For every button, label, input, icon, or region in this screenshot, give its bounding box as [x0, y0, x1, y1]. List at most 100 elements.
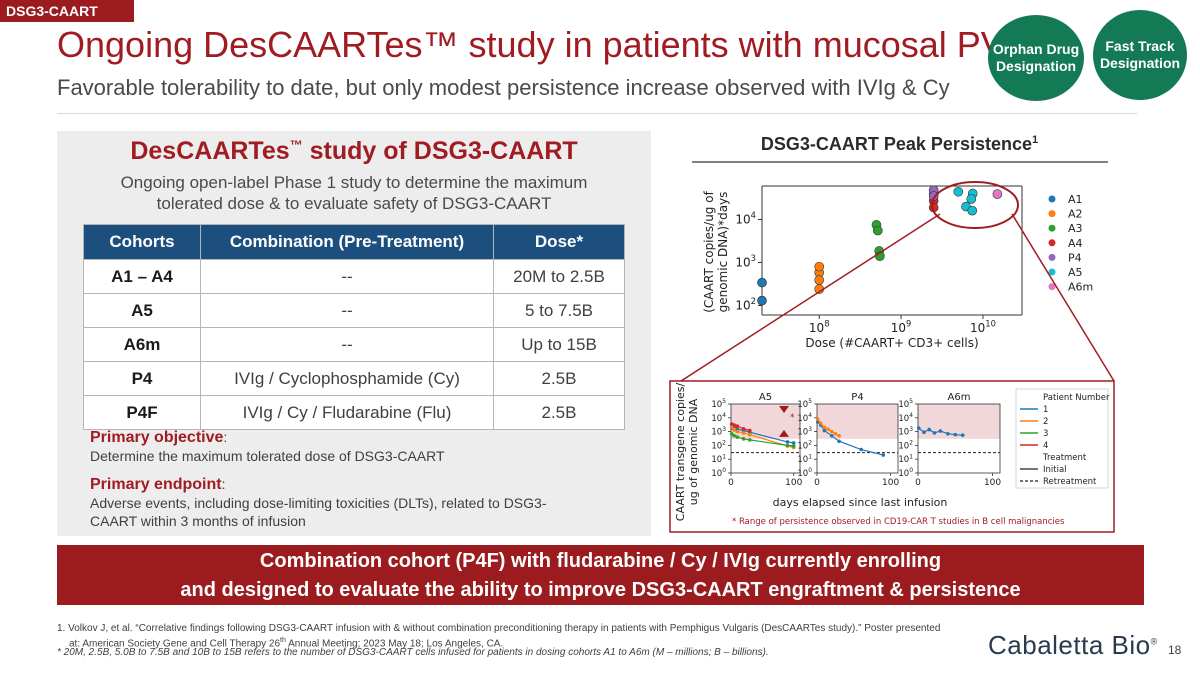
fast-track-badge-line1: Fast Track: [1105, 38, 1175, 54]
inset-series-point: [818, 421, 823, 426]
scatter-point-a1: [757, 295, 767, 306]
inset-panel-frame: [816, 403, 899, 474]
scatter-point-a2: [814, 275, 825, 285]
footnote-1-line1: 1. Volkov J, et al. “Correlative finding…: [57, 623, 941, 634]
panel-title-tm: ™: [289, 137, 303, 153]
range-arrow-bottom: [779, 429, 789, 437]
inset-series-point: [748, 438, 752, 442]
inset-series-point: [791, 444, 796, 448]
inset-y-tick-label: 103: [898, 426, 913, 438]
footnote-1-line2: at: American Society Gene and Cell Thera…: [69, 635, 503, 650]
banner-line2: and designed to evaluate the ability to …: [180, 579, 1021, 601]
inset-series-point: [785, 443, 790, 448]
inset-panel-title: A5: [759, 392, 772, 403]
inset-series-point: [922, 430, 926, 435]
chart-footnote: * Range of persistence observed in CD19-…: [732, 517, 1065, 527]
inset-series-point: [791, 441, 796, 445]
inset-series-point: [916, 426, 921, 430]
inset-series-point: [741, 431, 746, 435]
table-cell: --: [200, 293, 494, 328]
section-tag: DSG3-CAART: [0, 0, 134, 22]
table-row: P4 IVIg / Cyclophosphamide (Cy) 2.5B: [83, 361, 625, 396]
scatter-point-a5: [953, 186, 964, 197]
inset-series-point: [829, 429, 834, 434]
cd19-range-band: [817, 404, 898, 439]
table-header-cell: Cohorts: [83, 224, 201, 260]
inset-series-point: [829, 433, 834, 438]
chart-title-sup: 1: [1031, 134, 1039, 146]
inset-x-tick-label: 0: [915, 478, 921, 488]
inset-x-tick-label: 100: [984, 478, 1001, 488]
zoom-line-right: [1011, 213, 1115, 382]
scatter-y-tick-label: 104: [735, 210, 756, 226]
table-header-cell: Combination (Pre-Treatment): [200, 224, 494, 260]
inset-series-point: [735, 424, 740, 428]
inset-series-point: [785, 440, 790, 444]
inset-y-tick-label: 104: [711, 412, 726, 424]
scatter-point-a2: [814, 261, 825, 272]
inset-series-point: [732, 423, 736, 427]
enrollment-banner: Combination cohort (P4F) with fludarabin…: [57, 545, 1144, 605]
inset-y-tick-label: 105: [711, 398, 726, 410]
scatter-x-tick-label: 109: [891, 319, 912, 335]
inset-y-tick-label: 105: [797, 398, 812, 410]
inset-x-label: days elapsed since last infusion: [773, 496, 948, 509]
scatter-y-tick-label: 103: [735, 253, 756, 269]
legend-marker-a3: [1048, 224, 1056, 232]
primary-endpoint: Primary endpoint: Adverse events, includ…: [90, 475, 590, 530]
panel-title: DesCAARTes™ study of DSG3-CAART: [57, 137, 651, 166]
inset-y-tick-label: 100: [898, 467, 913, 479]
cohort-table: Cohorts Combination (Pre-Treatment) Dose…: [83, 224, 625, 430]
panel-description: Ongoing open-label Phase 1 study to dete…: [57, 172, 651, 214]
highlight-ellipse: [931, 181, 1019, 229]
inset-x-tick-label: 100: [785, 478, 802, 488]
inset-y-tick-label: 104: [797, 412, 812, 424]
primary-endpoint-label: Primary endpoint: [90, 476, 222, 493]
scatter-points: [757, 185, 1003, 306]
scatter-y-label-line1: (CAART copies/ug of: [702, 190, 716, 312]
table-cell: A6m: [83, 327, 201, 362]
footnote-1-line2-sup: th: [280, 637, 286, 644]
legend-marker-a6m: [1048, 283, 1056, 291]
footnote-1-line2-post: Annual Meeting; 2023 May 18; Los Angeles…: [285, 638, 504, 650]
inset-series-point: [741, 437, 746, 441]
inset-panel-frame: [917, 403, 1001, 474]
scatter-point-a6m: [992, 189, 1003, 199]
table-cell: 20M to 2.5B: [493, 259, 625, 294]
table-cell: --: [200, 259, 494, 294]
inset-y-tick-label: 102: [898, 440, 913, 452]
inset-series-point: [748, 432, 752, 437]
inset-panel-title: A6m: [948, 392, 971, 403]
inset-series-point: [729, 431, 734, 436]
legend-label-a4: A4: [1068, 237, 1083, 250]
scatter-point-a3: [873, 225, 883, 236]
inset-series-point: [822, 428, 827, 433]
table-row: A6m -- Up to 15B: [83, 327, 625, 362]
inset-y-tick-label: 102: [711, 440, 726, 452]
inset-series-point: [833, 431, 838, 436]
inset-y-tick-label: 105: [898, 398, 913, 410]
inset-y-label-line2: ug of genomic DNA: [687, 398, 700, 505]
table-cell: A1 – A4: [83, 259, 201, 294]
scatter-x-label: Dose (#CAART+ CD3+ cells): [805, 336, 978, 350]
inset-x-tick-label: 0: [728, 478, 734, 488]
inset-series-point: [859, 447, 863, 452]
inset-series-point: [837, 439, 841, 444]
panel-description-line1: Ongoing open-label Phase 1 study to dete…: [120, 173, 588, 192]
page-subtitle: Favorable tolerability to date, but only…: [57, 75, 950, 100]
table-cell: IVIg / Cy / Fludarabine (Flu): [200, 395, 494, 430]
inset-y-label-line1: CAART transgene copies/: [674, 383, 687, 522]
inset-series-point: [741, 426, 746, 431]
scatter-y-tick-label: 102: [735, 296, 756, 312]
primary-endpoint-colon: :: [221, 476, 226, 492]
inset-legend-patient: 1: [1043, 405, 1048, 415]
orphan-drug-badge: Orphan Drug Designation: [988, 15, 1084, 101]
scatter-y-label-line2: genomic DNA)*days: [716, 192, 730, 313]
footnote-2: * 20M, 2.5B, 5.0B to 7.5B and 10B to 15B…: [57, 647, 769, 658]
primary-objective-colon: :: [223, 429, 228, 445]
scatter-ticks: 108 109 1010 102 103 104: [735, 210, 996, 335]
scatter-x-tick-label: 108: [809, 319, 830, 335]
fast-track-badge: Fast Track Designation: [1093, 10, 1187, 100]
